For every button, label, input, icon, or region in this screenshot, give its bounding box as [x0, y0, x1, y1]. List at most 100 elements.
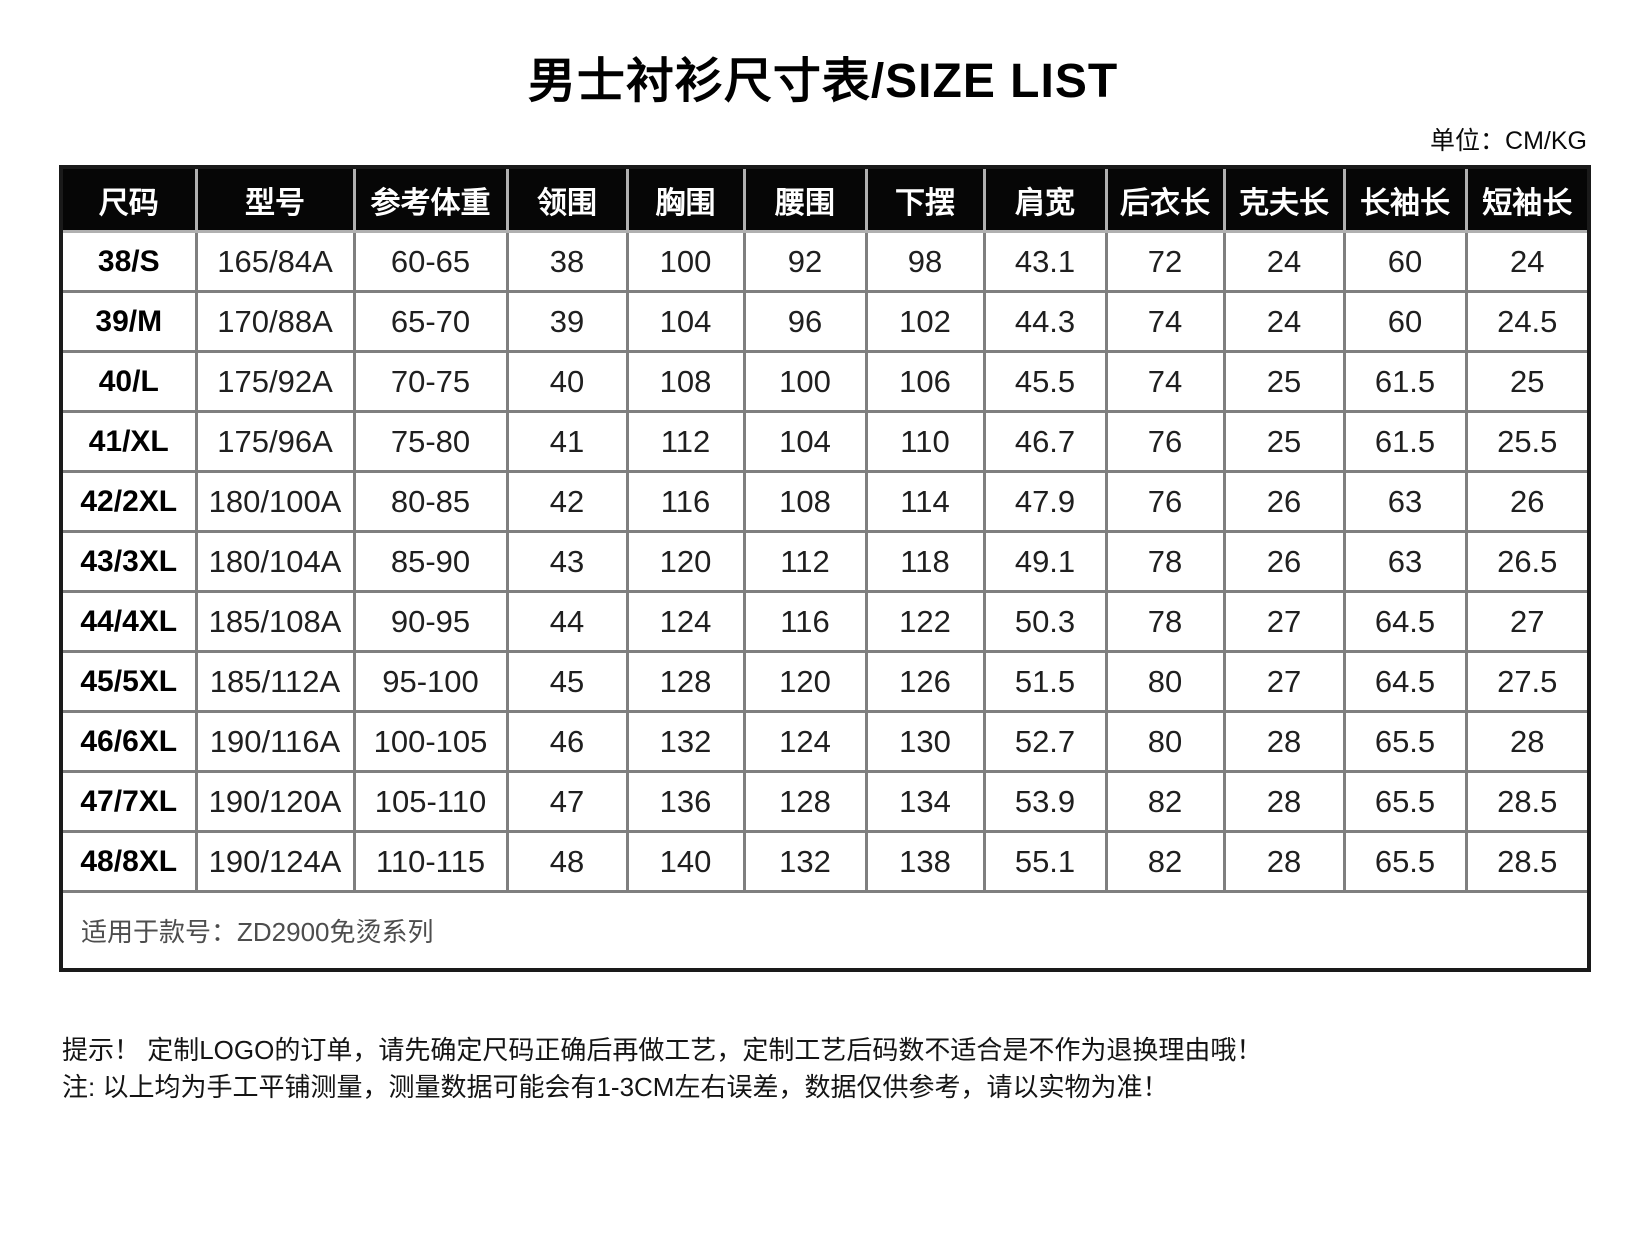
- table-row: 46/6XL 190/116A 100-105 46 132 124 130 52.7 80 28…: [59, 710, 1591, 774]
- size-table: 尺码 型号 参考体重 领围 胸围 腰围 下摆 肩宽 后衣长 克夫长 长袖长 短袖长 38/S 165/8…: [59, 164, 1591, 972]
- table-cell: 100-105: [352, 710, 509, 774]
- table-cell: 128: [742, 770, 868, 834]
- table-cell: 80: [1104, 650, 1226, 714]
- table-cell: 51.5: [982, 650, 1108, 714]
- table-cell: 120: [625, 530, 746, 594]
- table-cell: 27.5: [1464, 650, 1591, 714]
- table-cell: 26.5: [1464, 530, 1591, 594]
- table-cell: 110: [864, 410, 986, 474]
- table-cell: 26: [1464, 470, 1591, 534]
- table-cell: 45: [505, 650, 629, 714]
- table-cell: 82: [1104, 770, 1226, 834]
- table-row: 38/S 165/84A 60-65 38 100 92 98 43.1 72 24 60 24: [59, 230, 1591, 294]
- size-cell: 41/XL: [59, 410, 198, 474]
- table-cell: 70-75: [352, 350, 509, 414]
- table-cell: 44: [505, 590, 629, 654]
- table-cell: 50.3: [982, 590, 1108, 654]
- table-cell: 78: [1104, 530, 1226, 594]
- table-cell: 85-90: [352, 530, 509, 594]
- table-row: 43/3XL 180/104A 85-90 43 120 112 118 49.1 78 26 63…: [59, 530, 1591, 594]
- table-cell: 28: [1464, 710, 1591, 774]
- table-cell: 64.5: [1342, 650, 1468, 714]
- size-cell: 48/8XL: [59, 830, 198, 894]
- table-cell: 180/104A: [194, 530, 356, 594]
- size-cell: 43/3XL: [59, 530, 198, 594]
- size-cell: 46/6XL: [59, 710, 198, 774]
- table-cell: 65.5: [1342, 710, 1468, 774]
- size-sheet: 单位：CM/KG 尺码 型号 参考体重 领围 胸围 腰围 下摆 肩宽 后衣长 克夫长 长袖长 短袖长 …: [59, 121, 1591, 972]
- table-cell: 136: [625, 770, 746, 834]
- table-cell: 39: [505, 290, 629, 354]
- table-cell: 108: [625, 350, 746, 414]
- header-cell: 下摆: [864, 165, 986, 234]
- table-cell: 55.1: [982, 830, 1108, 894]
- table-cell: 64.5: [1342, 590, 1468, 654]
- table-cell: 100: [742, 350, 868, 414]
- table-row: 47/7XL 190/120A 105-110 47 136 128 134 53.9 82 28…: [59, 770, 1591, 834]
- table-cell: 25: [1222, 410, 1346, 474]
- table-cell: 95-100: [352, 650, 509, 714]
- footer-notes: 提示！ 定制LOGO的订单，请先确定尺码正确后再做工艺，定制工艺后码数不适合是不…: [62, 1032, 1646, 1106]
- table-cell: 132: [625, 710, 746, 774]
- table-cell: 24: [1464, 230, 1591, 294]
- table-cell: 170/88A: [194, 290, 356, 354]
- table-cell: 130: [864, 710, 986, 774]
- table-cell: 122: [864, 590, 986, 654]
- table-cell: 175/92A: [194, 350, 356, 414]
- table-cell: 47.9: [982, 470, 1108, 534]
- table-cell: 100: [625, 230, 746, 294]
- table-cell: 60: [1342, 290, 1468, 354]
- table-cell: 40: [505, 350, 629, 414]
- table-cell: 116: [625, 470, 746, 534]
- table-cell: 60-65: [352, 230, 509, 294]
- table-cell: 46.7: [982, 410, 1108, 474]
- table-cell: 102: [864, 290, 986, 354]
- table-cell: 43: [505, 530, 629, 594]
- table-cell: 25: [1464, 350, 1591, 414]
- header-cell: 肩宽: [982, 165, 1108, 234]
- table-cell: 26: [1222, 470, 1346, 534]
- table-cell: 52.7: [982, 710, 1108, 774]
- size-cell: 44/4XL: [59, 590, 198, 654]
- header-cell: 长袖长: [1342, 165, 1468, 234]
- table-row: 41/XL 175/96A 75-80 41 112 104 110 46.7 76 25 61.5…: [59, 410, 1591, 474]
- size-cell: 38/S: [59, 230, 198, 294]
- table-cell: 25: [1222, 350, 1346, 414]
- header-cell: 短袖长: [1464, 165, 1591, 234]
- table-cell: 41: [505, 410, 629, 474]
- table-row: 40/L 175/92A 70-75 40 108 100 106 45.5 74 25 61.5 2…: [59, 350, 1591, 414]
- table-cell: 49.1: [982, 530, 1108, 594]
- table-cell: 134: [864, 770, 986, 834]
- table-cell: 61.5: [1342, 410, 1468, 474]
- table-cell: 25.5: [1464, 410, 1591, 474]
- table-cell: 132: [742, 830, 868, 894]
- table-cell: 65.5: [1342, 770, 1468, 834]
- header-cell: 腰围: [742, 165, 868, 234]
- table-cell: 126: [864, 650, 986, 714]
- table-cell: 61.5: [1342, 350, 1468, 414]
- table-cell: 45.5: [982, 350, 1108, 414]
- table-cell: 165/84A: [194, 230, 356, 294]
- table-cell: 42: [505, 470, 629, 534]
- table-cell: 46: [505, 710, 629, 774]
- table-row: 48/8XL 190/124A 110-115 48 140 132 138 55.1 82 28…: [59, 830, 1591, 894]
- table-cell: 24.5: [1464, 290, 1591, 354]
- applicable-model-note: 适用于款号：ZD2900免烫系列: [59, 890, 1591, 972]
- table-cell: 80: [1104, 710, 1226, 774]
- note-tip-line: 提示！ 定制LOGO的订单，请先确定尺码正确后再做工艺，定制工艺后码数不适合是不…: [62, 1034, 1263, 1065]
- table-row: 42/2XL 180/100A 80-85 42 116 108 114 47.9 76 26 63…: [59, 470, 1591, 534]
- header-cell: 后衣长: [1104, 165, 1226, 234]
- table-cell: 185/112A: [194, 650, 356, 714]
- table-cell: 75-80: [352, 410, 509, 474]
- header-cell: 型号: [194, 165, 356, 234]
- table-cell: 53.9: [982, 770, 1108, 834]
- table-cell: 28: [1222, 770, 1346, 834]
- table-cell: 63: [1342, 530, 1468, 594]
- table-cell: 78: [1104, 590, 1226, 654]
- table-cell: 74: [1104, 350, 1226, 414]
- table-cell: 116: [742, 590, 868, 654]
- page-title: 男士衬衫尺寸表/SIZE LIST: [527, 55, 1119, 108]
- table-cell: 60: [1342, 230, 1468, 294]
- table-cell: 63: [1342, 470, 1468, 534]
- size-cell: 47/7XL: [59, 770, 198, 834]
